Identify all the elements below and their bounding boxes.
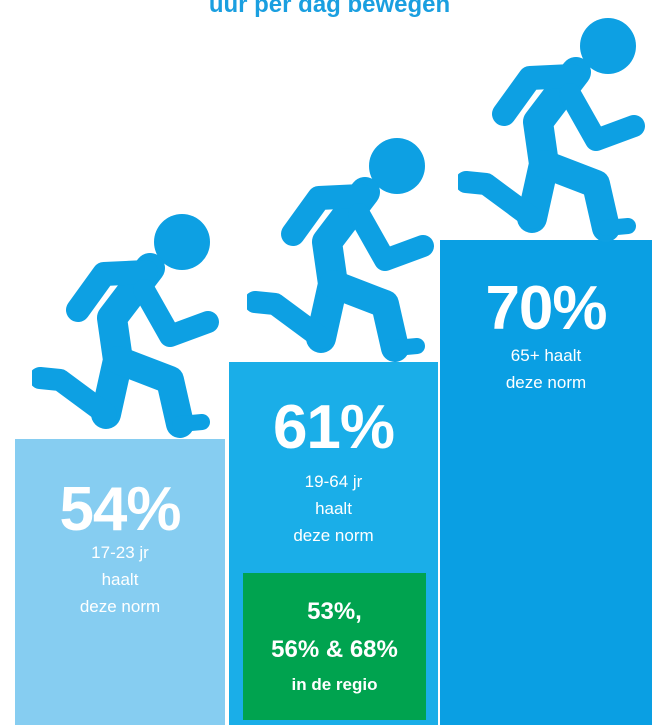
- region-line: in de regio: [291, 675, 378, 694]
- step-caption-line: haalt: [101, 570, 139, 589]
- region-line: 56% & 68%: [271, 636, 398, 663]
- page-title: uur per dag bewegen: [208, 0, 451, 18]
- step-caption-line: haalt: [315, 499, 352, 518]
- step-caption-line: 17-23 jr: [91, 543, 149, 562]
- step-caption-line: deze norm: [293, 526, 374, 545]
- step-percentage: 70%: [485, 274, 607, 343]
- runner-icon: [32, 214, 219, 438]
- step-caption-line: 19-64 jr: [304, 472, 363, 491]
- step-bar-65-plus: 70% 65+ haalt deze norm: [440, 240, 652, 725]
- step-caption: 19-64 jr haalt deze norm: [229, 468, 438, 549]
- region-line: 53%,: [307, 598, 362, 625]
- runner-icon: [458, 18, 645, 242]
- runner-icon: [247, 138, 434, 362]
- step-percentage: 61%: [272, 393, 395, 462]
- step-bar-17-23: 54% 17-23 jr haalt deze norm: [15, 439, 225, 725]
- step-caption: 65+ haalt deze norm: [440, 342, 652, 396]
- region-box: 53%, 56% & 68% in de regio: [243, 573, 426, 720]
- step-caption: 17-23 jr haalt deze norm: [15, 539, 225, 620]
- step-caption-line: 65+ haalt: [510, 346, 582, 365]
- step-percentage: 54%: [59, 475, 181, 544]
- step-caption-line: deze norm: [505, 373, 587, 392]
- step-caption-line: deze norm: [79, 597, 161, 616]
